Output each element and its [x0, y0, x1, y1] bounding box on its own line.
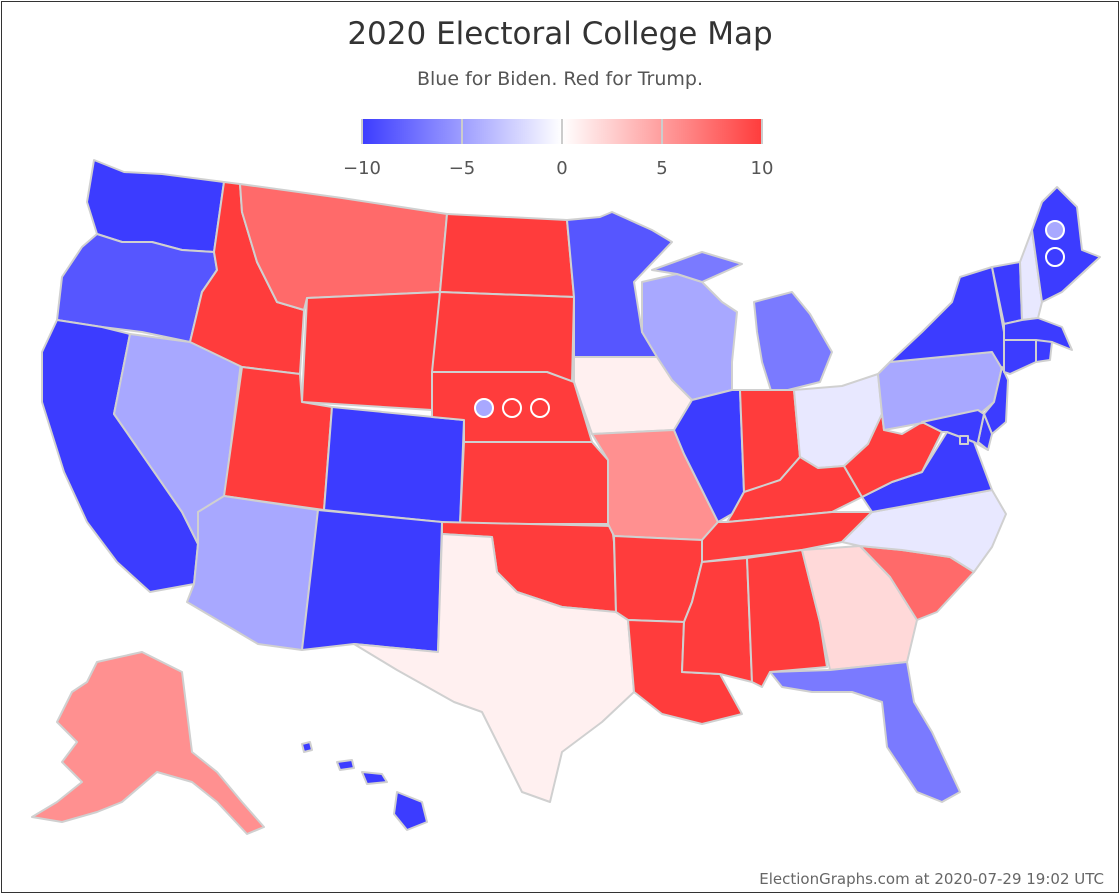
state-co[interactable] — [323, 406, 465, 525]
state-ct[interactable] — [1003, 339, 1037, 375]
state-az[interactable] — [186, 495, 319, 651]
state-tx[interactable] — [353, 533, 635, 803]
district-markers — [474, 220, 1065, 418]
legend-tick-label: −5 — [449, 158, 476, 179]
legend-tick-label: 0 — [556, 158, 567, 179]
district-me-cd2[interactable] — [1045, 247, 1065, 267]
state-wy[interactable] — [301, 291, 441, 411]
footer-credit: ElectionGraphs.com at 2020-07-29 19:02 U… — [759, 870, 1104, 888]
state-nd[interactable] — [439, 213, 575, 298]
legend-ticks: −10 −5 0 5 10 — [343, 119, 773, 179]
page-title: 2020 Electoral College Map — [347, 16, 773, 52]
district-ne-cd2[interactable] — [474, 398, 494, 418]
state-mi[interactable] — [651, 251, 833, 395]
state-mn[interactable] — [566, 211, 673, 358]
state-ak[interactable] — [31, 651, 265, 835]
state-il[interactable] — [673, 389, 745, 523]
legend-tick-label: 10 — [751, 158, 774, 179]
legend-tick-label: −10 — [343, 158, 381, 179]
state-mt[interactable] — [239, 183, 448, 311]
state-fl[interactable] — [769, 661, 961, 803]
state-dc[interactable] — [959, 435, 969, 445]
district-me-cd1[interactable] — [1045, 220, 1065, 240]
state-nh[interactable] — [1019, 229, 1043, 321]
state-md[interactable] — [921, 409, 989, 451]
district-ne-cd1[interactable] — [502, 398, 522, 418]
district-ne-cd3[interactable] — [530, 398, 550, 418]
state-ks[interactable] — [459, 441, 609, 525]
legend: −10 −5 0 5 10 — [343, 119, 773, 179]
page-subtitle: Blue for Biden. Red for Trump. — [416, 68, 703, 90]
legend-tick-label: 5 — [656, 158, 667, 179]
state-me[interactable] — [1031, 186, 1101, 303]
state-ri[interactable] — [1035, 339, 1053, 363]
state-sd[interactable] — [431, 291, 575, 383]
state-shapes — [31, 159, 1101, 835]
state-hi[interactable] — [301, 741, 428, 831]
state-nm[interactable] — [301, 509, 443, 653]
